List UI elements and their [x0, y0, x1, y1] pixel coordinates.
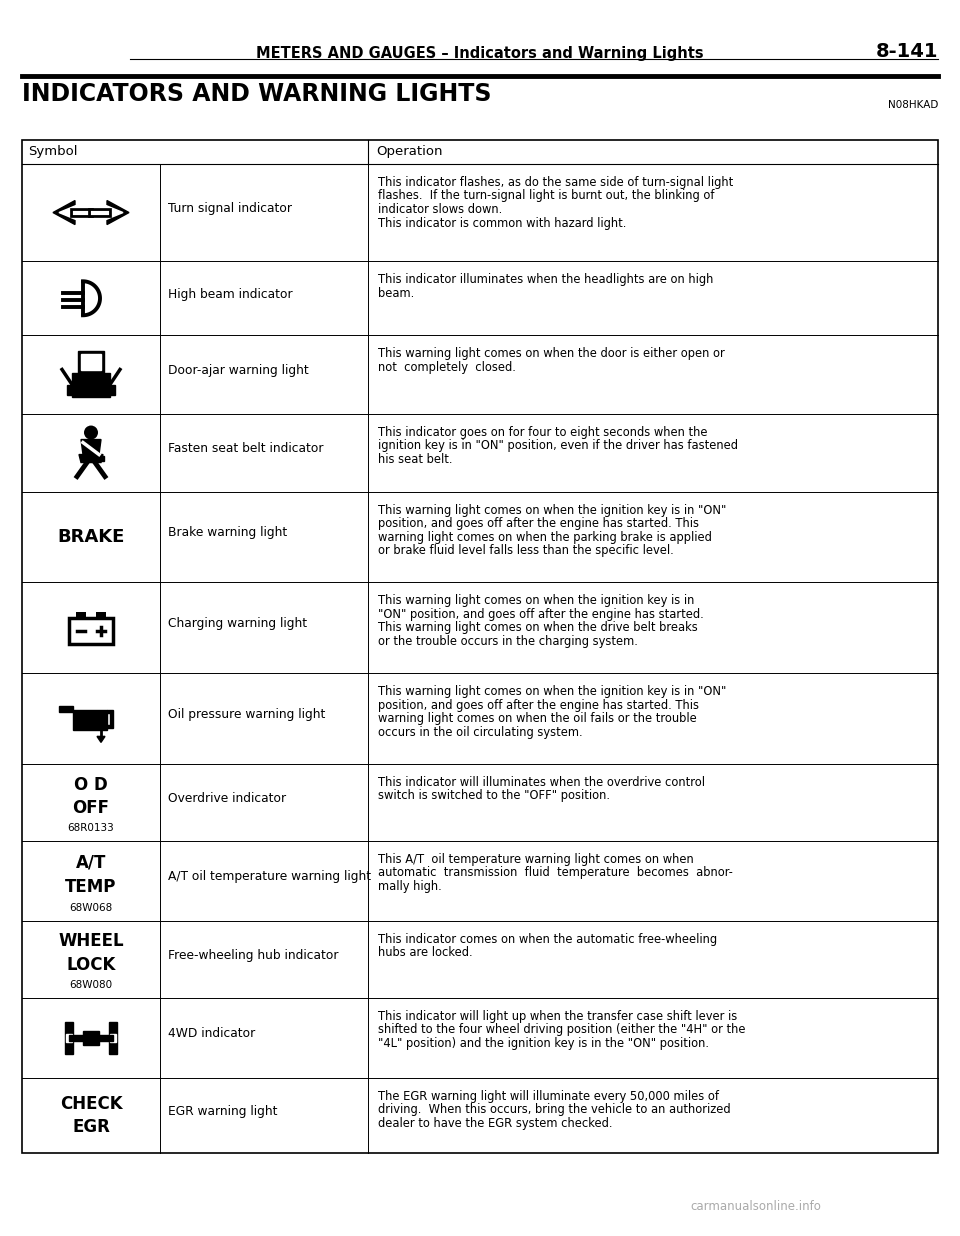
Text: dealer to have the EGR system checked.: dealer to have the EGR system checked.	[378, 1116, 612, 1130]
Text: position, and goes off after the engine has started. This: position, and goes off after the engine …	[378, 517, 699, 530]
Text: flashes.  If the turn-signal light is burnt out, the blinking of: flashes. If the turn-signal light is bur…	[378, 189, 714, 203]
Polygon shape	[83, 1031, 99, 1044]
Text: Charging warning light: Charging warning light	[168, 617, 307, 630]
Text: METERS AND GAUGES – Indicators and Warning Lights: METERS AND GAUGES – Indicators and Warni…	[256, 46, 704, 61]
Text: WHEEL
LOCK: WHEEL LOCK	[59, 932, 124, 974]
Text: This warning light comes on when the drive belt breaks: This warning light comes on when the dri…	[378, 622, 698, 634]
Bar	[96, 612, 106, 618]
Text: Oil pressure warning light: Oil pressure warning light	[168, 708, 325, 721]
Text: warning light comes on when the oil fails or the trouble: warning light comes on when the oil fail…	[378, 712, 697, 726]
Text: This indicator goes on for four to eight seconds when the: This indicator goes on for four to eight…	[378, 425, 708, 439]
Text: N08HKAD: N08HKAD	[888, 100, 938, 110]
Text: CHECK
EGR: CHECK EGR	[60, 1095, 122, 1136]
Text: mally high.: mally high.	[378, 880, 442, 892]
Text: 8-141: 8-141	[876, 42, 938, 61]
Text: warning light comes on when the parking brake is applied: warning light comes on when the parking …	[378, 530, 712, 544]
Text: or brake fluid level falls less than the specific level.: or brake fluid level falls less than the…	[378, 544, 674, 557]
Text: his seat belt.: his seat belt.	[378, 452, 452, 466]
Polygon shape	[59, 205, 76, 220]
Text: driving.  When this occurs, bring the vehicle to an authorized: driving. When this occurs, bring the veh…	[378, 1104, 731, 1116]
Text: This indicator will illuminates when the overdrive control: This indicator will illuminates when the…	[378, 776, 705, 789]
Polygon shape	[97, 737, 105, 743]
Text: A/T
TEMP: A/T TEMP	[65, 854, 117, 896]
Text: indicator slows down.: indicator slows down.	[378, 203, 502, 216]
Text: The EGR warning light will illuminate every 50,000 miles of: The EGR warning light will illuminate ev…	[378, 1090, 719, 1103]
Polygon shape	[73, 711, 107, 730]
Text: 4WD indicator: 4WD indicator	[168, 1027, 255, 1041]
Text: beam.: beam.	[378, 287, 415, 299]
Bar	[22, 140, 938, 1153]
Text: This warning light comes on when the ignition key is in "ON": This warning light comes on when the ign…	[378, 685, 727, 698]
Text: or the trouble occurs in the charging system.: or the trouble occurs in the charging sy…	[378, 635, 637, 648]
Text: Symbol: Symbol	[28, 146, 78, 158]
Text: Overdrive indicator: Overdrive indicator	[168, 792, 286, 805]
Polygon shape	[81, 440, 101, 455]
Polygon shape	[108, 384, 115, 394]
Text: 68W080: 68W080	[69, 980, 112, 990]
Polygon shape	[72, 372, 110, 397]
Text: A/T oil temperature warning light: A/T oil temperature warning light	[168, 870, 372, 884]
Text: This indicator flashes, as do the same side of turn-signal light: This indicator flashes, as do the same s…	[378, 176, 733, 189]
Polygon shape	[110, 1033, 116, 1042]
Polygon shape	[53, 200, 75, 225]
Text: "ON" position, and goes off after the engine has started.: "ON" position, and goes off after the en…	[378, 608, 704, 620]
Polygon shape	[78, 351, 104, 372]
Polygon shape	[66, 1033, 72, 1042]
Polygon shape	[107, 711, 113, 728]
Text: O D
OFF: O D OFF	[73, 775, 109, 817]
Polygon shape	[98, 456, 104, 461]
Text: This indicator comes on when the automatic free-wheeling: This indicator comes on when the automat…	[378, 933, 717, 946]
Text: This warning light comes on when the ignition key is in: This warning light comes on when the ign…	[378, 595, 694, 607]
Text: switch is switched to the "OFF" position.: switch is switched to the "OFF" position…	[378, 790, 610, 802]
Polygon shape	[107, 200, 129, 225]
Text: Operation: Operation	[376, 146, 443, 158]
Polygon shape	[65, 1022, 73, 1054]
Text: This warning light comes on when the door is either open or: This warning light comes on when the doo…	[378, 347, 725, 361]
Text: Door-ajar warning light: Door-ajar warning light	[168, 365, 309, 377]
Text: This warning light comes on when the ignition key is in "ON": This warning light comes on when the ign…	[378, 503, 727, 517]
Text: hubs are locked.: hubs are locked.	[378, 947, 472, 959]
Polygon shape	[69, 1035, 113, 1041]
Polygon shape	[67, 384, 74, 394]
Text: carmanualsonline.info: carmanualsonline.info	[690, 1199, 821, 1213]
Bar	[69, 618, 113, 644]
Text: BRAKE: BRAKE	[58, 528, 125, 546]
Text: ignition key is in "ON" position, even if the driver has fastened: ignition key is in "ON" position, even i…	[378, 439, 738, 452]
Polygon shape	[81, 353, 101, 370]
Bar	[76, 612, 86, 618]
Text: This indicator is common with hazard light.: This indicator is common with hazard lig…	[378, 216, 626, 230]
Text: shifted to the four wheel driving position (either the "4H" or the: shifted to the four wheel driving positi…	[378, 1023, 746, 1036]
Text: Brake warning light: Brake warning light	[168, 527, 287, 539]
Text: "4L" position) and the ignition key is in the "ON" position.: "4L" position) and the ignition key is i…	[378, 1037, 709, 1049]
Text: Turn signal indicator: Turn signal indicator	[168, 201, 292, 215]
Circle shape	[84, 425, 98, 440]
Polygon shape	[59, 707, 73, 712]
Polygon shape	[109, 1022, 117, 1054]
Text: automatic  transmission  fluid  temperature  becomes  abnor-: automatic transmission fluid temperature…	[378, 866, 732, 879]
Text: occurs in the oil circulating system.: occurs in the oil circulating system.	[378, 726, 583, 739]
Text: Fasten seat belt indicator: Fasten seat belt indicator	[168, 442, 324, 455]
Text: This indicator will light up when the transfer case shift lever is: This indicator will light up when the tr…	[378, 1010, 737, 1023]
Text: 68W068: 68W068	[69, 902, 112, 912]
Text: This A/T  oil temperature warning light comes on when: This A/T oil temperature warning light c…	[378, 853, 694, 866]
Text: This indicator illuminates when the headlights are on high: This indicator illuminates when the head…	[378, 273, 713, 286]
Polygon shape	[106, 205, 123, 220]
Text: EGR warning light: EGR warning light	[168, 1105, 277, 1117]
Text: Free-wheeling hub indicator: Free-wheeling hub indicator	[168, 949, 339, 962]
Polygon shape	[79, 455, 103, 462]
Text: position, and goes off after the engine has started. This: position, and goes off after the engine …	[378, 698, 699, 712]
Text: INDICATORS AND WARNING LIGHTS: INDICATORS AND WARNING LIGHTS	[22, 82, 492, 106]
Text: not  completely  closed.: not completely closed.	[378, 361, 516, 375]
Text: High beam indicator: High beam indicator	[168, 288, 293, 300]
Text: 68R0133: 68R0133	[67, 823, 114, 833]
